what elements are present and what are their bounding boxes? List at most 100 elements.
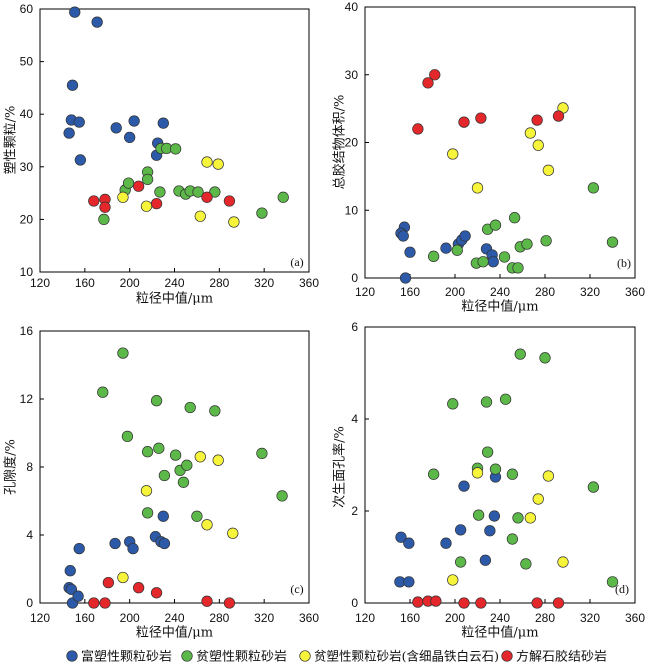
calcite-cemented-sandstone-point	[132, 582, 145, 594]
x-tick-label: 160	[75, 611, 95, 625]
calcite-cemented-sandstone-series	[412, 595, 565, 609]
poor-plastic-sandstone-point	[191, 510, 203, 522]
rich-plastic-sandstone-point	[91, 16, 103, 28]
x-tick-label: 120	[355, 285, 375, 299]
x-tick-label: 360	[299, 611, 319, 625]
rich-plastic-sandstone-point	[399, 272, 412, 284]
y-tick-label: 12	[20, 392, 34, 406]
legend-item-poor-plastic-ferroan-dolomite-sandstone: 贫塑性颗粒砂岩(含细晶铁白云石)	[299, 649, 499, 663]
calcite-cemented-sandstone-series	[412, 69, 565, 135]
legend-marker-poor-plastic-sandstone	[181, 650, 193, 662]
calcite-cemented-sandstone-point	[150, 587, 163, 599]
x-axis-label: 粒径中值/μm	[136, 291, 213, 307]
poor-plastic-sandstone-point	[276, 490, 288, 502]
x-tick-label: 200	[120, 276, 140, 290]
plot-frame	[39, 330, 310, 604]
poor-plastic-ferroan-dolomite-sandstone-point	[194, 210, 206, 222]
poor-plastic-ferroan-dolomite-sandstone-point	[542, 470, 555, 482]
x-tick-label: 240	[164, 611, 184, 625]
poor-plastic-sandstone-series	[98, 142, 289, 226]
poor-plastic-sandstone-point	[499, 393, 512, 405]
calcite-cemented-sandstone-point	[201, 595, 213, 607]
y-tick-label: 10	[20, 265, 34, 279]
legend-item-rich-plastic-sandstone: 富塑性颗粒砂岩	[66, 649, 172, 663]
rich-plastic-sandstone-point	[454, 524, 467, 536]
poor-plastic-sandstone-point	[154, 186, 166, 198]
poor-plastic-ferroan-dolomite-sandstone-point	[447, 574, 459, 586]
poor-plastic-sandstone-point	[256, 447, 268, 460]
calcite-cemented-sandstone-point	[132, 180, 145, 192]
calcite-cemented-sandstone-point	[475, 597, 487, 609]
poor-plastic-sandstone-point	[587, 182, 600, 194]
calcite-cemented-sandstone-point	[458, 597, 470, 609]
poor-plastic-sandstone-point	[169, 143, 182, 155]
calcite-cemented-sandstone-point	[99, 201, 111, 213]
poor-plastic-sandstone-point	[141, 446, 154, 458]
x-tick-label: 320	[254, 611, 274, 625]
poor-plastic-sandstone-point	[209, 405, 221, 417]
panel-b: 120 160 200 240 280 320 360 0 10 20 30 40 粒径中值/μm 总胶结…	[332, 0, 646, 315]
x-tick-label: 360	[625, 611, 645, 625]
poor-plastic-sandstone-point	[480, 396, 493, 408]
poor-plastic-sandstone-point	[256, 207, 268, 219]
x-tick-label: 200	[445, 611, 465, 625]
poor-plastic-sandstone-point	[454, 556, 467, 568]
poor-plastic-ferroan-dolomite-sandstone-point	[532, 493, 544, 505]
x-tick-label: 320	[254, 276, 274, 290]
poor-plastic-ferroan-dolomite-sandstone-point	[532, 139, 544, 151]
poor-plastic-sandstone-point	[153, 442, 165, 454]
plot-frame	[39, 8, 310, 273]
poor-plastic-sandstone-point	[521, 238, 533, 250]
poor-plastic-sandstone-point	[498, 251, 511, 263]
poor-plastic-sandstone-point	[427, 468, 440, 480]
rich-plastic-sandstone-point	[124, 131, 136, 143]
poor-plastic-ferroan-dolomite-sandstone-point	[471, 467, 484, 479]
poor-plastic-sandstone-point	[277, 191, 289, 203]
poor-plastic-ferroan-dolomite-sandstone-series	[117, 156, 240, 228]
x-tick-label: 240	[490, 285, 510, 299]
x-axis-label: 粒径中值/μm	[136, 625, 213, 641]
panel-a: 120 160 200 240 280 320 360 10 20 30 40 50 60 粒径中值/μm…	[4, 2, 320, 307]
x-tick-label: 120	[355, 611, 375, 625]
calcite-cemented-sandstone-point	[458, 116, 470, 128]
poor-plastic-ferroan-dolomite-sandstone-series	[447, 102, 569, 194]
calcite-cemented-sandstone-point	[99, 597, 111, 609]
legend-item-poor-plastic-sandstone: 贫塑性颗粒砂岩	[181, 649, 287, 663]
rich-plastic-sandstone-point	[397, 230, 409, 242]
x-tick-label: 280	[209, 611, 229, 625]
x-tick-label: 120	[30, 276, 50, 290]
rich-plastic-sandstone-point	[487, 256, 499, 268]
poor-plastic-ferroan-dolomite-sandstone-point	[140, 485, 153, 497]
rich-plastic-sandstone-point	[488, 510, 501, 522]
poor-plastic-ferroan-dolomite-sandstone-point	[471, 182, 484, 194]
poor-plastic-sandstone-point	[184, 401, 196, 414]
y-axis-label: 孔隙度/%	[3, 439, 19, 495]
rich-plastic-sandstone-point	[127, 542, 139, 555]
y-tick-label: 0	[351, 271, 358, 285]
rich-plastic-sandstone-point	[109, 537, 121, 550]
legend-label-poor-plastic-sandstone: 贫塑性颗粒砂岩	[196, 649, 287, 663]
calcite-cemented-sandstone-point	[412, 596, 424, 608]
x-tick-label: 160	[400, 611, 420, 625]
poor-plastic-ferroan-dolomite-sandstone-point	[228, 216, 240, 228]
calcite-cemented-sandstone-point	[223, 597, 236, 609]
calcite-cemented-sandstone-point	[531, 597, 543, 609]
rich-plastic-sandstone-point	[69, 6, 81, 18]
y-tick-label: 0	[26, 596, 33, 610]
calcite-cemented-sandstone-point	[102, 576, 115, 589]
y-tick-label: 40	[345, 0, 359, 14]
rich-plastic-sandstone-point	[484, 525, 496, 537]
rich-plastic-sandstone-point	[440, 242, 452, 254]
y-tick-label: 30	[20, 160, 34, 174]
poor-plastic-sandstone-point	[472, 509, 485, 521]
poor-plastic-sandstone-point	[447, 398, 459, 410]
poor-plastic-sandstone-point	[98, 213, 110, 226]
y-tick-label: 2	[351, 504, 358, 518]
legend-marker-poor-plastic-ferroan-dolomite-sandstone	[299, 650, 311, 662]
legend-item-calcite-cemented-sandstone: 方解石胶结砂岩	[501, 649, 607, 663]
poor-plastic-sandstone-point	[122, 177, 135, 189]
poor-plastic-sandstone-point	[181, 459, 193, 471]
poor-plastic-ferroan-dolomite-sandstone-point	[557, 556, 569, 568]
y-tick-label: 10	[345, 203, 359, 217]
poor-plastic-sandstone-point	[169, 449, 182, 461]
